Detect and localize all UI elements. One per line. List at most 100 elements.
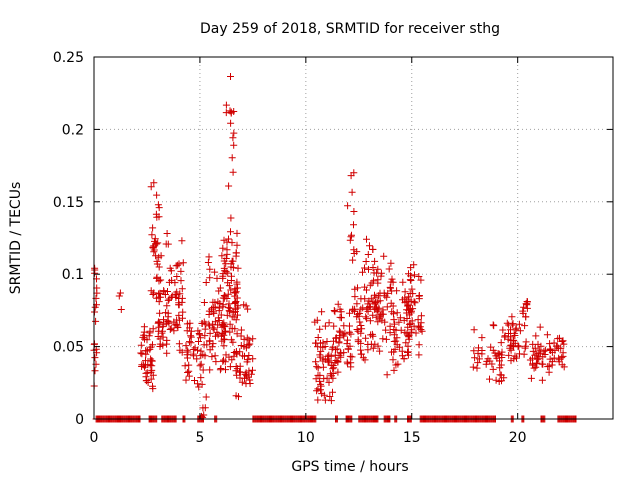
data-point	[233, 280, 241, 288]
data-point	[314, 334, 322, 341]
data-point	[389, 278, 397, 286]
data-point	[536, 349, 544, 357]
data-point	[206, 337, 214, 345]
data-point	[543, 331, 551, 339]
data-point	[318, 308, 326, 316]
data-point	[374, 318, 382, 326]
data-point	[212, 332, 219, 340]
data-point	[245, 352, 253, 359]
data-point	[363, 315, 371, 323]
data-point	[154, 239, 162, 247]
data-point	[140, 323, 148, 331]
data-point	[241, 370, 249, 378]
data-point	[317, 386, 324, 394]
data-point	[233, 330, 241, 338]
data-point	[228, 324, 236, 332]
data-point	[216, 284, 224, 292]
x-tick-label: 0	[90, 430, 99, 446]
data-point	[178, 294, 186, 302]
data-point	[206, 346, 214, 354]
data-point	[199, 366, 207, 374]
data-point	[206, 366, 214, 374]
data-point	[149, 325, 157, 333]
data-point	[202, 279, 210, 286]
data-point	[215, 287, 223, 295]
data-point	[392, 337, 400, 345]
data-point	[334, 300, 342, 308]
data-point	[238, 378, 246, 386]
data-point	[407, 264, 415, 272]
data-point	[164, 296, 172, 304]
data-point	[159, 333, 167, 341]
data-point	[321, 322, 329, 330]
data-point	[475, 355, 483, 363]
data-point	[92, 317, 100, 325]
data-point	[365, 297, 373, 305]
data-point	[153, 191, 161, 199]
data-point	[227, 286, 235, 294]
data-point	[165, 295, 173, 303]
data-point	[182, 342, 190, 350]
data-point	[173, 273, 181, 280]
data-point	[496, 357, 503, 365]
data-point	[219, 321, 227, 328]
data-point	[330, 307, 338, 314]
data-point	[200, 299, 208, 306]
data-point	[193, 355, 201, 363]
data-point	[228, 239, 236, 247]
data-point	[206, 274, 214, 282]
data-point	[497, 339, 505, 347]
data-point	[374, 279, 382, 287]
data-point	[175, 260, 183, 268]
data-point	[490, 322, 498, 330]
data-point	[236, 348, 244, 356]
data-point	[145, 332, 153, 340]
data-point	[510, 355, 518, 363]
data-point	[374, 265, 382, 273]
data-point	[205, 320, 213, 328]
data-point	[546, 340, 554, 348]
data-point	[388, 275, 396, 283]
data-point	[535, 346, 543, 354]
data-point	[545, 368, 553, 376]
data-point	[546, 355, 554, 363]
data-point	[143, 336, 151, 344]
data-point	[164, 288, 171, 295]
data-point	[156, 289, 164, 297]
data-point	[225, 300, 233, 308]
data-point	[399, 352, 406, 360]
data-point	[357, 305, 365, 313]
data-point	[538, 376, 546, 384]
data-point	[370, 277, 377, 285]
data-point	[357, 346, 365, 354]
data-point	[496, 364, 504, 372]
data-point	[389, 356, 397, 364]
data-point	[117, 306, 125, 313]
data-point	[381, 318, 389, 326]
data-point	[365, 265, 372, 273]
data-point	[91, 264, 99, 272]
data-point	[233, 229, 241, 237]
data-point	[347, 330, 355, 338]
data-point	[380, 252, 388, 260]
data-point	[335, 339, 343, 347]
data-point	[172, 294, 180, 301]
data-point	[163, 230, 171, 237]
data-point	[409, 290, 417, 298]
data-point	[507, 326, 514, 334]
data-point	[344, 202, 352, 210]
data-point	[234, 311, 241, 319]
data-point	[173, 322, 181, 330]
data-point	[390, 310, 397, 318]
data-point	[242, 369, 250, 377]
data-point	[486, 357, 494, 365]
data-point	[201, 325, 209, 333]
data-point	[414, 316, 422, 324]
data-point	[506, 344, 514, 352]
data-point	[206, 265, 214, 273]
data-point	[156, 319, 164, 327]
data-point	[201, 332, 209, 340]
data-point	[371, 257, 379, 265]
data-point	[222, 109, 230, 117]
data-point	[395, 318, 403, 326]
